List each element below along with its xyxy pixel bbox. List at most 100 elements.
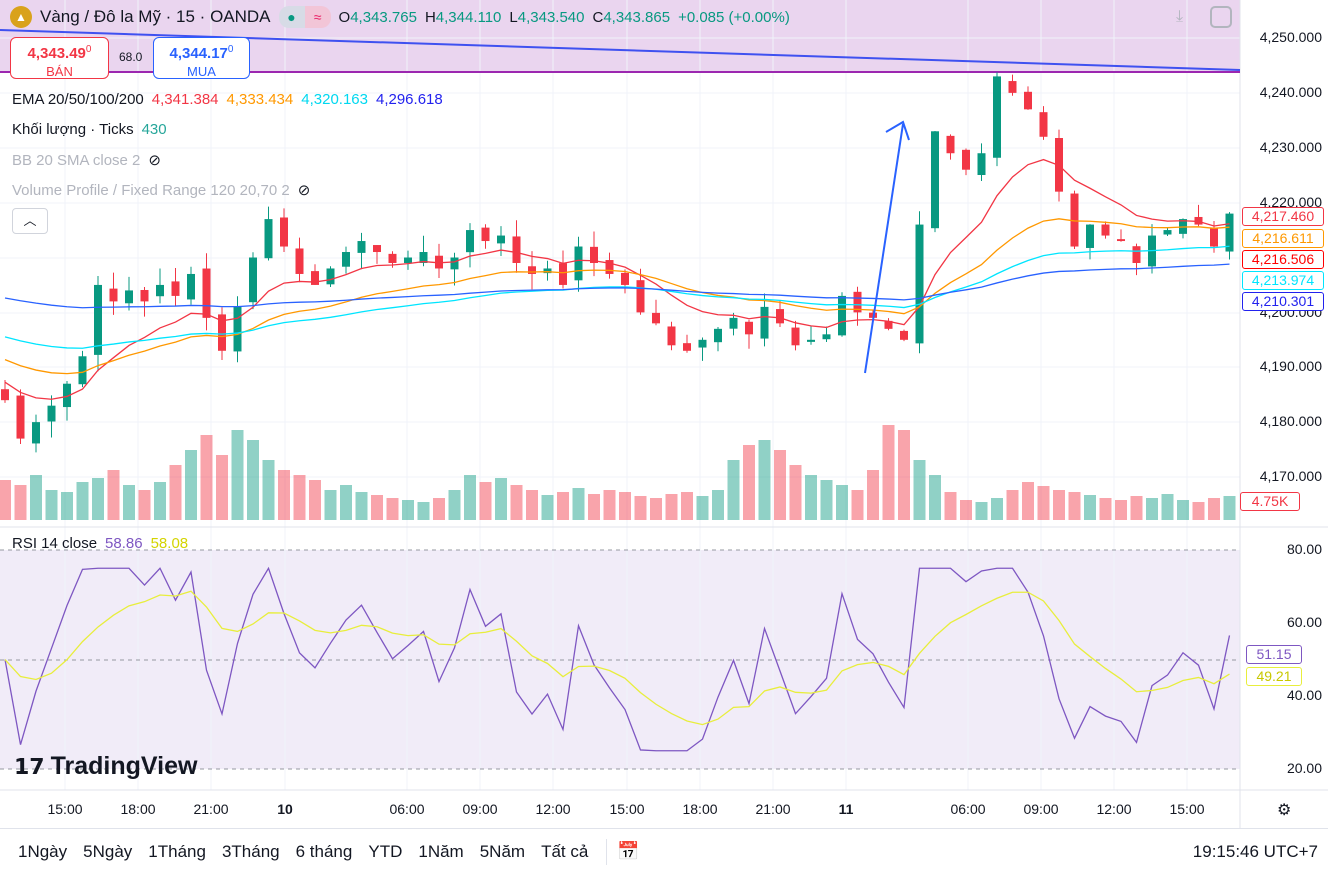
- candle-body: [791, 327, 800, 346]
- candle-body: [1039, 112, 1048, 137]
- range-button[interactable]: 3Tháng: [221, 841, 280, 861]
- market-status[interactable]: ● ≈: [278, 6, 331, 28]
- candle-body: [404, 257, 412, 264]
- candle-body: [512, 236, 521, 263]
- candle-body: [295, 248, 304, 274]
- volume-bar: [433, 498, 445, 520]
- volume-bar: [14, 485, 27, 520]
- volume-bar: [169, 465, 182, 520]
- volume-bar: [1161, 494, 1174, 520]
- range-button[interactable]: 5Năm: [479, 841, 526, 861]
- volume-bar: [836, 485, 848, 520]
- volume-bar: [371, 495, 383, 520]
- volume-bar: [324, 490, 337, 520]
- ema-20-line: [4, 158, 1230, 400]
- candle-body: [156, 284, 164, 297]
- volume-bar: [588, 494, 600, 520]
- download-arrow-icon[interactable]: ⤓: [1176, 8, 1184, 25]
- volume-bar: [200, 435, 213, 520]
- volume-bar: [510, 485, 523, 520]
- buy-button[interactable]: 4,344.170 MUA: [153, 37, 250, 79]
- candle-body: [63, 383, 71, 408]
- candle-body: [884, 320, 893, 329]
- price-chart[interactable]: [0, 0, 1328, 828]
- candle-body: [760, 306, 769, 339]
- time-tick: 15:00: [47, 801, 83, 817]
- candle-body: [326, 268, 335, 285]
- sell-button[interactable]: 4,343.490 BÁN: [10, 37, 109, 79]
- range-button[interactable]: 6 tháng: [295, 841, 353, 861]
- volume-bar: [820, 480, 833, 520]
- time-tick: 10: [277, 801, 293, 817]
- ema-200-line: [4, 263, 1230, 309]
- time-tick: 21:00: [193, 801, 229, 817]
- legend-rsi[interactable]: RSI 14 close 58.86 58.08: [12, 535, 189, 552]
- range-button[interactable]: Tất cả: [541, 841, 589, 861]
- eye-hidden-icon[interactable]: ⊘: [148, 152, 161, 169]
- legend-bb[interactable]: BB 20 SMA close 2 ⊘: [12, 151, 161, 170]
- symbol-header: ▲ Vàng / Đô la Mỹ · 15 · OANDA ● ≈ O4,34…: [10, 6, 790, 28]
- rsi-tick: 80.00: [1286, 541, 1322, 557]
- range-button[interactable]: 1Năm: [418, 841, 464, 861]
- legend-volume-profile[interactable]: Volume Profile / Fixed Range 120 20,70 2…: [12, 181, 311, 200]
- candle-body: [264, 219, 273, 259]
- collapse-legend-button[interactable]: ︿: [12, 208, 48, 234]
- time-tick: 18:00: [682, 801, 718, 817]
- volume-bar: [495, 478, 507, 520]
- time-tick: 12:00: [535, 801, 571, 817]
- candle-body: [109, 288, 118, 302]
- candle-body: [1, 389, 9, 401]
- candle-body: [1163, 230, 1172, 235]
- candle-body: [233, 306, 242, 352]
- candle-body: [1070, 193, 1079, 247]
- volume-badge: 4.75K: [1240, 492, 1300, 511]
- legend-volume[interactable]: Khối lượng · Ticks 430: [12, 121, 167, 138]
- volume-bar: [634, 496, 647, 520]
- volume-bar: [123, 485, 135, 520]
- symbol-title[interactable]: Vàng / Đô la Mỹ · 15 · OANDA: [40, 7, 271, 26]
- volume-bar: [526, 490, 538, 520]
- range-button[interactable]: 1Ngày: [18, 841, 68, 861]
- clock[interactable]: 19:15:46 UTC+7: [1192, 841, 1318, 861]
- volume-bar: [867, 470, 879, 520]
- candle-body: [621, 272, 629, 285]
- calendar-goto-date-icon[interactable]: 📅: [617, 841, 640, 861]
- volume-bar: [619, 492, 631, 520]
- volume-bar: [557, 492, 569, 520]
- candle-body: [590, 246, 598, 263]
- candle-body: [574, 246, 583, 281]
- rsi-ma-line: [4, 590, 1230, 726]
- volume-bar: [1099, 498, 1112, 520]
- volume-bar: [154, 482, 166, 520]
- range-button[interactable]: 5Ngày: [83, 841, 133, 861]
- fullscreen-icon[interactable]: [1210, 6, 1232, 28]
- candle-body: [838, 295, 846, 336]
- time-tick: 21:00: [755, 801, 791, 817]
- candle-body: [807, 339, 815, 342]
- volume-bar: [572, 488, 585, 520]
- price-badge: 4,216.506: [1242, 250, 1324, 269]
- volume-bar: [45, 490, 58, 520]
- range-button[interactable]: YTD: [368, 841, 403, 861]
- candle-body: [47, 405, 56, 422]
- candle-body: [1024, 91, 1032, 110]
- settings-gear-icon[interactable]: ⚙: [1277, 802, 1292, 819]
- legend-ema[interactable]: EMA 20/50/100/200 4,341.384 4,333.434 4,…: [12, 91, 443, 108]
- candle-body: [853, 291, 862, 313]
- volume-bar: [107, 470, 120, 520]
- price-badge: 4,216.611: [1242, 229, 1324, 248]
- rsi-tick: 40.00: [1286, 687, 1322, 703]
- candle-body: [497, 235, 505, 244]
- time-tick: 09:00: [1023, 801, 1059, 817]
- volume-bar: [1068, 492, 1081, 520]
- volume-bar: [1192, 502, 1205, 520]
- price-badge: 4,210.301: [1242, 292, 1324, 311]
- eye-hidden-icon[interactable]: ⊘: [297, 182, 311, 199]
- ohlc-values: O4,343.765 H4,344.110 L4,343.540 C4,343.…: [338, 8, 790, 26]
- ema-100-line: [4, 245, 1230, 349]
- range-button[interactable]: 1Tháng: [148, 841, 206, 861]
- rsi-badge: 51.15: [1246, 645, 1302, 664]
- volume-bar: [1130, 496, 1143, 520]
- candle-body: [559, 263, 567, 285]
- candle-body: [187, 273, 195, 300]
